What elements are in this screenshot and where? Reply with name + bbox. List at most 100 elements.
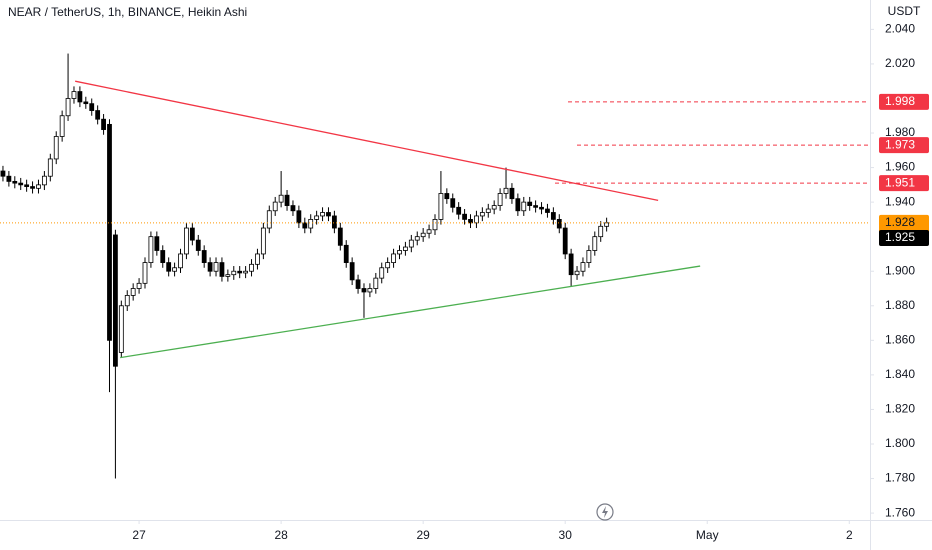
candle-body [6,175,12,182]
candle-body [331,215,337,229]
candle-body [136,282,142,289]
candle-body [207,262,213,272]
candle-body [373,277,379,289]
y-tick-label: 1.980 [885,125,915,139]
candle-body [432,219,438,231]
y-tick-label: 2.020 [885,56,915,70]
y-tick-label: 1.840 [885,367,915,381]
candle-body [18,182,24,186]
candle-body [124,295,130,307]
candle-body [118,305,124,353]
candle-body [397,250,402,255]
last-price-label: 1.928 [885,215,915,229]
candle-body [107,123,112,341]
candle-body [272,201,278,212]
candle-body [213,262,219,272]
level-label: 1.951 [885,175,915,189]
candle-body [184,227,189,255]
candle-body [355,279,361,289]
candle-body [314,215,320,220]
candle-body [320,212,325,217]
candle-body [456,206,462,215]
y-tick-label: 1.880 [885,298,915,312]
candle-body [503,187,509,194]
candle-body [592,236,598,251]
y-tick-label: 1.760 [885,505,915,519]
candle-body [598,225,604,238]
candle-body [47,158,53,177]
x-tick-label: 29 [416,528,430,542]
candle-body [237,270,243,274]
candle-body [41,175,47,186]
candle-body [450,198,456,208]
x-tick-label: 27 [132,528,146,542]
candle-body [444,193,450,200]
candle-body [604,222,610,227]
candle-body [231,270,237,276]
candle-body [24,184,30,187]
y-tick-label: 1.860 [885,333,915,347]
candle-body [556,219,562,229]
candle-body [580,262,586,272]
candle-body [574,270,580,276]
x-tick-label: 28 [274,528,288,542]
candle-body [249,263,254,272]
y-tick-label: 1.900 [885,263,915,277]
candle-body [539,206,544,210]
candle-body [113,234,118,367]
candle-body [343,244,349,263]
y-tick-label: 1.800 [885,436,915,450]
candle-body [474,215,479,224]
candle-body [491,205,497,210]
candle-body [379,267,385,279]
candle-body [260,227,266,255]
candle-body [178,253,183,269]
candle-body [160,250,166,263]
candle-body [479,212,485,217]
candle-body [172,267,177,272]
candle-body [296,210,302,224]
x-tick-label: 30 [559,528,573,542]
candle-body [497,193,503,206]
candle-body [59,115,65,137]
candle-body [568,253,574,276]
candle-body [148,236,154,263]
candle-body [30,186,35,189]
candle-body [166,262,172,272]
candle-body [225,274,231,277]
level-label: 1.998 [885,94,915,108]
candle-body [36,184,41,189]
candle-body [515,198,521,212]
candle-body [65,98,71,117]
candle-body [367,288,373,293]
y-tick-label: 1.820 [885,402,915,416]
candle-body [533,205,539,208]
candle-body [266,210,272,229]
candle-body [130,288,136,296]
candle-body [361,288,367,293]
candle-body [408,239,414,248]
candle-body [485,208,491,213]
plot-area [0,53,610,479]
trend-line [120,265,701,359]
replay-icon[interactable] [596,503,614,521]
y-tick-label: 1.780 [885,471,915,485]
x-tick-label: May [696,528,719,542]
marker-price-label: 1.925 [885,230,915,244]
y-tick-label: 1.960 [885,160,915,174]
candle-body [562,227,568,255]
chart-title: NEAR / TetherUS, 1h, BINANCE, Heikin Ash… [8,5,247,19]
candle-body [195,239,201,251]
candle-body [12,180,18,184]
candle-body [426,229,432,234]
candle-body [521,201,527,212]
candle-body [290,205,296,212]
candle-body [420,232,426,238]
candle-body [95,110,101,120]
candle-body [337,227,343,246]
candle-body [255,253,260,265]
candle-body [71,91,77,99]
candle-body [550,212,556,220]
